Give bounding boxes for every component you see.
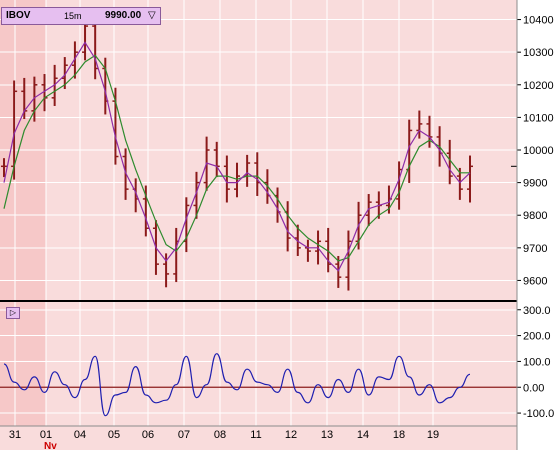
oscillator-line — [3, 353, 471, 417]
x-tick-label: 12 — [285, 429, 297, 441]
price-y-tick-label: 10100 — [523, 112, 554, 124]
price-bar — [163, 253, 170, 288]
price-bar — [193, 171, 200, 219]
x-tick-label: 14 — [357, 429, 369, 441]
slow-moving-average-line — [3, 54, 470, 262]
x-axis-background — [0, 426, 517, 450]
oscillator-y-tick-label: 300.0 — [523, 305, 551, 317]
price-y-tick-label: 9700 — [523, 243, 547, 255]
ticker-label: IBOV — [6, 10, 31, 21]
y-axis-panel — [517, 0, 559, 450]
x-tick-label: 18 — [393, 429, 405, 441]
oscillator-y-tick-label: -100.0 — [523, 408, 554, 420]
price-bar — [365, 194, 372, 226]
x-tick-label: 01 — [40, 429, 52, 441]
price-bar — [467, 155, 473, 203]
oscillator-y-tick-label: 100.0 — [523, 356, 551, 368]
x-tick-label: 04 — [74, 429, 86, 441]
price-y-axis: 9600 9700 9800 9900 10000 10100 10200 10300 1040… — [511, 15, 554, 287]
x-tick-label: 11 — [250, 429, 261, 441]
x-tick-label: 08 — [214, 429, 226, 441]
x-tick-label: 19 — [427, 429, 439, 441]
price-bar — [1, 158, 7, 178]
interval-label: 15m — [64, 11, 82, 21]
oscillator-panel-highlight-region — [0, 302, 46, 426]
oscillator-panel-background — [0, 302, 517, 426]
price-bar — [446, 139, 453, 185]
oscillator-y-axis: -100.0 0.00 100.0 200.0 300.0 — [517, 305, 554, 420]
price-y-tick-label: 9900 — [523, 178, 547, 190]
triangle-right-icon[interactable]: ▷ — [6, 307, 20, 319]
price-y-tick-label: 10300 — [523, 47, 554, 59]
price-bar — [234, 162, 240, 198]
x-tick-label: 07 — [178, 429, 190, 441]
price-bar — [122, 148, 129, 200]
x-tick-label: 13 — [321, 429, 333, 441]
price-y-tick-label: 9600 — [523, 275, 547, 287]
price-bar — [71, 41, 78, 79]
chevron-down-icon[interactable]: ▽ — [148, 10, 156, 21]
price-bar — [345, 230, 352, 291]
price-y-tick-label: 10200 — [523, 80, 554, 92]
price-y-tick-label: 9800 — [523, 210, 547, 222]
price-bar — [223, 155, 230, 203]
x-tick-label: 31 — [9, 429, 21, 441]
oscillator-plot[interactable] — [0, 353, 517, 417]
x-axis: 31 01 04 05 06 07 08 11 12 13 14 18 19 Nv — [9, 429, 439, 450]
oscillator-y-tick-label: 200.0 — [523, 331, 551, 343]
price-y-tick-label: 10000 — [523, 145, 554, 157]
x-tick-label: 05 — [108, 429, 120, 441]
price-bar — [142, 185, 149, 237]
price-y-tick-label: 10400 — [523, 15, 554, 27]
price-plot[interactable] — [1, 12, 473, 291]
last-price-label: 9990.00 — [105, 10, 142, 21]
fast-moving-average-line — [3, 41, 471, 272]
x-tick-label: 06 — [142, 429, 154, 441]
month-label: Nv — [44, 441, 57, 450]
oscillator-y-tick-label: 0.00 — [523, 382, 544, 394]
symbol-selector[interactable]: IBOV 15m 9990.00 ▽ — [1, 7, 161, 25]
